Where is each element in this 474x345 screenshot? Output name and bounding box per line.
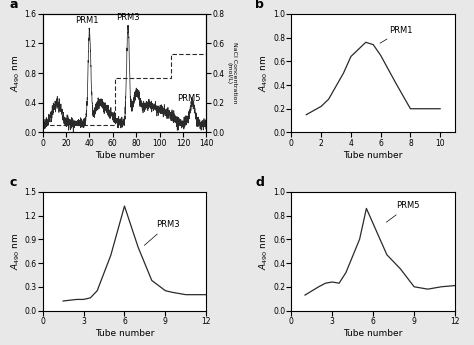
X-axis label: Tube number: Tube number [95, 328, 154, 337]
Y-axis label: $A_{490}$ nm: $A_{490}$ nm [9, 233, 21, 270]
X-axis label: Tube number: Tube number [95, 150, 154, 159]
X-axis label: Tube number: Tube number [344, 150, 403, 159]
Text: PRM3: PRM3 [144, 220, 180, 245]
Text: PRM1: PRM1 [380, 26, 413, 43]
Y-axis label: $A_{490}$ nm: $A_{490}$ nm [9, 55, 21, 92]
Text: a: a [10, 0, 18, 11]
Text: PRM5: PRM5 [386, 201, 420, 222]
Text: d: d [255, 176, 264, 189]
X-axis label: Tube number: Tube number [344, 328, 403, 337]
Y-axis label: $A_{490}$ nm: $A_{490}$ nm [258, 55, 270, 92]
Text: PRM1: PRM1 [75, 17, 99, 30]
Y-axis label: $A_{490}$ nm: $A_{490}$ nm [258, 233, 270, 270]
Text: PRM3: PRM3 [116, 13, 140, 27]
Text: PRM5: PRM5 [177, 94, 201, 109]
Text: c: c [10, 176, 18, 189]
Text: b: b [255, 0, 264, 11]
Y-axis label: NaCl Concentration
(mol/L): NaCl Concentration (mol/L) [226, 42, 237, 104]
